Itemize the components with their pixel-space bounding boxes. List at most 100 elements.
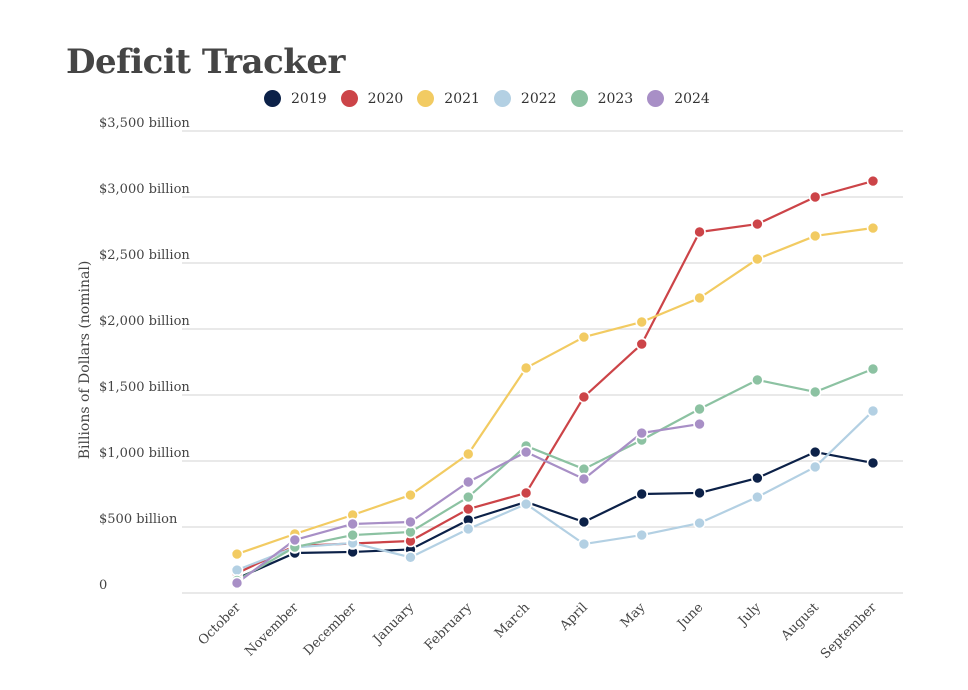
legend-item-2021: 2021 bbox=[417, 90, 480, 107]
data-point-2021-march[interactable] bbox=[519, 361, 533, 375]
legend-item-2019: 2019 bbox=[264, 90, 327, 107]
data-point-2021-january[interactable] bbox=[404, 488, 417, 502]
data-point-2022-march[interactable] bbox=[519, 497, 533, 511]
data-point-2022-january[interactable] bbox=[404, 551, 417, 564]
data-point-2023-august[interactable] bbox=[808, 385, 822, 399]
x-tick-label: March bbox=[492, 600, 533, 641]
legend-label: 2020 bbox=[367, 90, 404, 107]
legend: 2019 2020 2021 2022 2023 2024 bbox=[264, 90, 724, 107]
series-line-2020 bbox=[236, 179, 874, 575]
data-point-2024-march[interactable] bbox=[519, 445, 533, 459]
y-tick-label: $500 billion bbox=[99, 512, 178, 527]
series-line-2023 bbox=[236, 367, 874, 582]
x-tick-label: April bbox=[557, 600, 591, 634]
series-lines bbox=[236, 179, 874, 584]
legend-item-2023: 2023 bbox=[570, 90, 634, 107]
y-tick-label: 0 bbox=[99, 578, 107, 593]
x-tick-label: December bbox=[301, 600, 360, 659]
data-point-2020-march[interactable] bbox=[519, 486, 533, 500]
data-point-2021-august[interactable] bbox=[808, 229, 822, 243]
data-point-2024-april[interactable] bbox=[577, 472, 591, 486]
x-tick-label: July bbox=[734, 600, 764, 630]
data-point-2024-may[interactable] bbox=[635, 426, 649, 440]
y-tick-label: $2,000 billion bbox=[99, 314, 190, 329]
legend-swatch bbox=[493, 90, 511, 107]
data-point-2019-august[interactable] bbox=[808, 445, 822, 459]
data-point-2023-june[interactable] bbox=[693, 402, 706, 416]
data-point-2019-september[interactable] bbox=[866, 456, 880, 470]
legend-swatch bbox=[340, 90, 358, 107]
data-point-2021-may[interactable] bbox=[635, 315, 649, 329]
gridlines bbox=[182, 130, 903, 594]
legend-label: 2022 bbox=[520, 90, 557, 107]
data-point-2024-december[interactable] bbox=[346, 517, 359, 531]
y-tick-label: $1,000 billion bbox=[99, 446, 190, 461]
data-point-2022-july[interactable] bbox=[751, 490, 764, 504]
data-point-2024-october[interactable] bbox=[230, 576, 244, 590]
legend-item-2024: 2024 bbox=[647, 90, 710, 107]
y-axis-ticks: 0 $500 billion $1,000 billion $1,500 billio… bbox=[99, 116, 190, 593]
data-point-2024-november[interactable] bbox=[288, 533, 302, 547]
legend-swatch bbox=[417, 90, 435, 107]
data-point-2024-january[interactable] bbox=[404, 515, 417, 529]
data-point-2021-october[interactable] bbox=[230, 547, 244, 561]
data-point-2021-february[interactable] bbox=[461, 447, 475, 461]
x-tick-label: November bbox=[242, 600, 302, 660]
data-point-2019-may[interactable] bbox=[635, 487, 649, 501]
data-point-2023-february[interactable] bbox=[461, 490, 475, 504]
data-point-2020-april[interactable] bbox=[577, 390, 591, 404]
x-tick-label: September bbox=[818, 600, 880, 662]
legend-label: 2023 bbox=[597, 90, 634, 107]
series-line-2019 bbox=[236, 450, 874, 580]
data-point-2020-may[interactable] bbox=[635, 337, 649, 351]
y-tick-label: $1,500 billion bbox=[99, 380, 190, 395]
y-tick-label: $2,500 billion bbox=[99, 248, 190, 263]
legend-swatch bbox=[570, 90, 588, 107]
data-point-2021-september[interactable] bbox=[866, 221, 880, 235]
x-tick-label: January bbox=[369, 600, 418, 649]
data-point-2019-april[interactable] bbox=[577, 515, 591, 529]
data-point-2024-february[interactable] bbox=[461, 475, 475, 489]
data-point-2024-june[interactable] bbox=[693, 417, 706, 431]
data-point-2020-june[interactable] bbox=[693, 225, 706, 239]
legend-swatch bbox=[647, 90, 665, 107]
data-point-2021-april[interactable] bbox=[577, 330, 591, 344]
data-point-2022-june[interactable] bbox=[693, 516, 706, 530]
chart-title: Deficit Tracker bbox=[66, 42, 345, 82]
data-point-2020-september[interactable] bbox=[866, 174, 880, 188]
legend-label: 2021 bbox=[444, 90, 480, 107]
data-point-2022-april[interactable] bbox=[577, 537, 591, 551]
data-point-2023-september[interactable] bbox=[866, 362, 880, 376]
x-tick-label: October bbox=[196, 600, 245, 649]
data-point-2022-october[interactable] bbox=[230, 563, 244, 577]
x-tick-label: February bbox=[422, 600, 476, 654]
y-axis-label: Billions of Dollars (nominal) bbox=[77, 261, 93, 460]
data-point-2022-may[interactable] bbox=[635, 528, 649, 542]
x-tick-label: June bbox=[673, 600, 706, 633]
series-points bbox=[230, 174, 880, 590]
data-point-2020-february[interactable] bbox=[461, 502, 475, 516]
data-point-2020-july[interactable] bbox=[751, 217, 764, 231]
y-tick-label: $3,000 billion bbox=[99, 182, 190, 197]
legend-item-2020: 2020 bbox=[340, 90, 404, 107]
series-line-2021 bbox=[236, 226, 874, 556]
data-point-2022-august[interactable] bbox=[808, 460, 822, 474]
x-tick-label: May bbox=[618, 600, 649, 631]
data-point-2019-june[interactable] bbox=[693, 486, 706, 500]
legend-swatch bbox=[264, 90, 281, 107]
data-point-2023-july[interactable] bbox=[751, 373, 764, 387]
data-point-2021-june[interactable] bbox=[693, 291, 706, 305]
data-point-2019-july[interactable] bbox=[751, 471, 764, 485]
data-point-2020-august[interactable] bbox=[808, 190, 822, 204]
legend-item-2022: 2022 bbox=[493, 90, 557, 107]
data-point-2023-december[interactable] bbox=[346, 528, 359, 542]
x-tick-label: August bbox=[778, 600, 823, 645]
data-point-2021-july[interactable] bbox=[751, 252, 764, 266]
data-point-2022-september[interactable] bbox=[866, 404, 880, 418]
data-point-2022-february[interactable] bbox=[461, 522, 475, 536]
y-tick-label: $3,500 billion bbox=[99, 116, 190, 131]
legend-label: 2024 bbox=[674, 90, 710, 107]
legend-label: 2019 bbox=[291, 90, 327, 107]
